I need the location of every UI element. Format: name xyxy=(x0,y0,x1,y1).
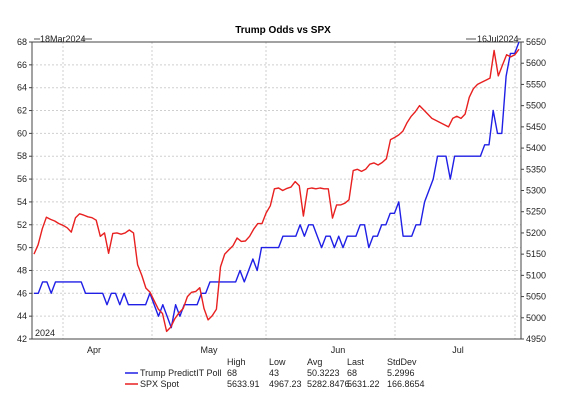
chart-title: Trump Odds vs SPX xyxy=(235,25,331,36)
stat-trump-low: 43 xyxy=(269,368,279,378)
stats-header-stddev: StdDev xyxy=(387,357,417,367)
month-tick-label: May xyxy=(200,345,218,355)
left-tick-label: 64 xyxy=(17,83,27,93)
stats-header-last: Last xyxy=(347,357,365,367)
start-date-label: 18Mar2024 xyxy=(40,34,86,44)
stat-trump-last: 68 xyxy=(347,368,357,378)
left-tick-label: 44 xyxy=(17,311,27,321)
stat-spx-avg: 5282.8476 xyxy=(307,379,350,389)
stats-header-high: High xyxy=(227,357,246,367)
end-date-label: 16Jul2024 xyxy=(477,34,519,44)
stat-spx-high: 5633.91 xyxy=(227,379,260,389)
stat-trump-stddev: 5.2996 xyxy=(387,368,415,378)
stat-spx-last: 5631.22 xyxy=(347,379,380,389)
left-axis: 42 44 46 48 50 52 54 56 58 60 62 64 66 68 xyxy=(17,37,32,344)
right-tick-label: 5500 xyxy=(526,101,546,111)
right-tick-label: 5100 xyxy=(526,270,546,280)
right-tick-label: 5200 xyxy=(526,228,546,238)
left-tick-label: 62 xyxy=(17,106,27,116)
stat-trump-high: 68 xyxy=(227,368,237,378)
year-label: 2024 xyxy=(35,328,55,338)
left-tick-label: 52 xyxy=(17,220,27,230)
series-line-trump xyxy=(34,41,520,329)
right-tick-label: 5650 xyxy=(526,37,546,47)
plot-frame xyxy=(31,41,522,340)
left-tick-label: 66 xyxy=(17,60,27,70)
left-tick-label: 42 xyxy=(17,334,27,344)
left-tick-label: 54 xyxy=(17,197,27,207)
right-tick-label: 5450 xyxy=(526,122,546,132)
left-tick-label: 56 xyxy=(17,174,27,184)
stats-table: High Low Avg Last StdDev Trump PredictIT… xyxy=(125,357,425,389)
stat-spx-stddev: 166.8654 xyxy=(387,379,425,389)
right-tick-label: 5350 xyxy=(526,164,546,174)
left-tick-label: 68 xyxy=(17,37,27,47)
left-tick-label: 58 xyxy=(17,151,27,161)
right-tick-label: 5250 xyxy=(526,207,546,217)
series-line-spx xyxy=(33,48,520,333)
right-tick-label: 5050 xyxy=(526,292,546,302)
month-tick-label: Jun xyxy=(331,345,346,355)
right-tick-label: 5400 xyxy=(526,143,546,153)
legend-label-spx: SPX Spot xyxy=(140,379,180,389)
right-tick-label: 4950 xyxy=(526,334,546,344)
series-lines xyxy=(33,41,520,333)
right-tick-label: 5000 xyxy=(526,313,546,323)
left-tick-label: 50 xyxy=(17,243,27,253)
stats-header-low: Low xyxy=(269,357,286,367)
month-tick-label: Apr xyxy=(87,345,101,355)
left-tick-label: 48 xyxy=(17,265,27,275)
right-tick-label: 5550 xyxy=(526,79,546,89)
x-axis: Apr May Jun Jul xyxy=(87,345,464,355)
right-axis: 4950 5000 5050 5100 5150 5200 5250 5300 5350 5400… xyxy=(521,37,546,344)
month-tick-label: Jul xyxy=(452,345,464,355)
right-tick-label: 5600 xyxy=(526,58,546,68)
grid xyxy=(32,42,521,339)
left-tick-label: 46 xyxy=(17,288,27,298)
right-tick-label: 5300 xyxy=(526,186,546,196)
stat-trump-avg: 50.3223 xyxy=(307,368,340,378)
stat-spx-low: 4967.23 xyxy=(269,379,302,389)
right-tick-label: 5150 xyxy=(526,249,546,259)
left-tick-label: 60 xyxy=(17,128,27,138)
stats-header-avg: Avg xyxy=(307,357,322,367)
legend-label-trump: Trump PredictIT Poll xyxy=(140,368,222,378)
